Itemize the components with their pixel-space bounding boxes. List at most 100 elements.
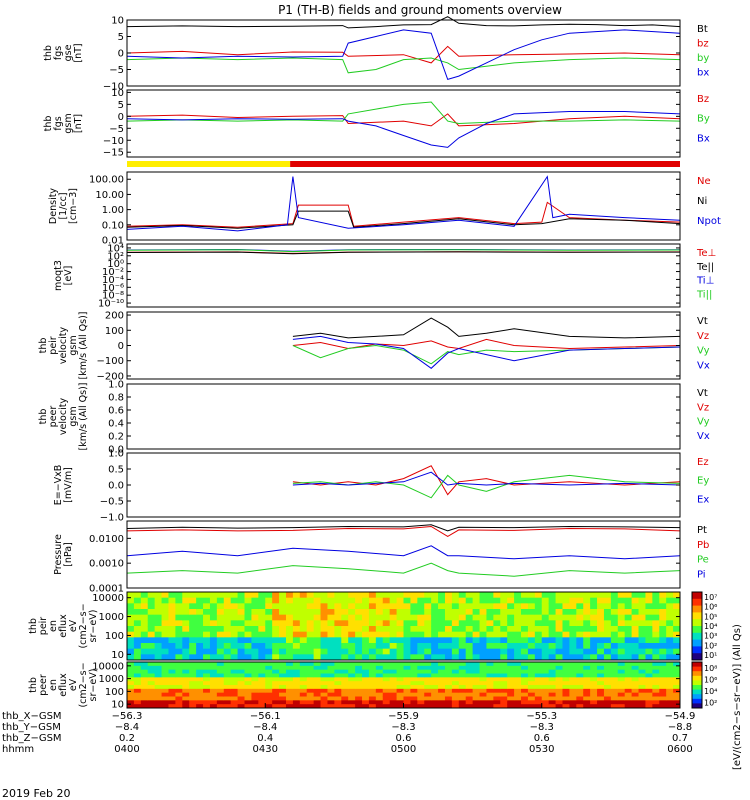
heatmap-cell: [258, 643, 266, 650]
heatmap-cell: [424, 626, 432, 633]
heatmap-cell: [417, 597, 425, 604]
heatmap-cell: [417, 696, 425, 701]
heatmap-cell: [444, 704, 453, 709]
heatmap-cell: [493, 688, 501, 694]
heatmap-cell: [444, 597, 453, 604]
heatmap-cell: [327, 662, 335, 667]
heatmap-cell: [168, 626, 176, 633]
heatmap-cell: [133, 654, 142, 661]
heatmap-cell: [168, 700, 176, 705]
heatmap-cell: [541, 673, 550, 678]
heatmap-cell: [527, 665, 536, 671]
heatmap-cell: [590, 681, 598, 686]
heatmap-cell: [590, 614, 598, 621]
heatmap-cell: [458, 597, 467, 604]
heatmap-cell: [534, 654, 543, 661]
heatmap-cell: [431, 609, 439, 616]
heatmap-cell: [161, 688, 169, 694]
heatmap-cell: [555, 700, 563, 705]
heatmap-cell: [389, 665, 398, 671]
y-tick-label: 1.0: [108, 380, 124, 391]
heatmap-cell: [127, 614, 135, 621]
heatmap-cell: [216, 597, 225, 604]
heatmap-cell: [375, 688, 384, 694]
heatmap-cell: [417, 692, 425, 697]
heatmap-cell: [569, 669, 577, 674]
heatmap-cell: [465, 620, 474, 627]
legend-label: By: [697, 114, 710, 125]
heatmap-cell: [209, 692, 218, 697]
heatmap-cell: [403, 662, 411, 667]
heatmap-cell: [334, 677, 342, 682]
heatmap-cell: [652, 643, 660, 650]
heatmap-cell: [444, 603, 453, 610]
heatmap-cell: [306, 692, 315, 697]
heatmap-cell: [223, 669, 232, 674]
heatmap-cell: [638, 609, 646, 616]
heatmap-cell: [396, 603, 404, 610]
heatmap-cell: [244, 700, 252, 705]
heatmap-cell: [472, 597, 481, 604]
heatmap-cell: [341, 620, 349, 627]
heatmap-cell: [320, 603, 328, 610]
heatmap-cell: [203, 648, 211, 655]
legend-label: Pb: [697, 540, 709, 551]
heatmap-cell: [673, 677, 681, 682]
heatmap-cell: [438, 700, 446, 705]
heatmap-cell: [444, 696, 453, 701]
heatmap-cell: [203, 654, 211, 661]
heatmap-cell: [645, 654, 653, 661]
heatmap-cell: [154, 631, 163, 638]
heatmap-cell: [382, 620, 391, 627]
heatmap-cell: [299, 696, 308, 701]
y-tick-label: −10: [103, 136, 124, 147]
heatmap-cell: [486, 662, 494, 667]
heatmap-cell: [272, 637, 280, 644]
heatmap-cell: [659, 597, 667, 604]
legend-label: Bt: [697, 24, 708, 35]
heatmap-cell: [147, 620, 156, 627]
heatmap-cell: [313, 626, 322, 633]
heatmap-cell: [486, 597, 494, 604]
heatmap-cell: [597, 677, 605, 682]
heatmap-cell: [645, 669, 653, 674]
heatmap-cell: [424, 614, 432, 621]
heatmap-cell: [382, 685, 391, 690]
heatmap-cell: [313, 654, 322, 661]
heatmap-cell: [638, 597, 646, 604]
heatmap-cell: [610, 665, 619, 671]
heatmap-cell: [534, 592, 543, 599]
heatmap-cell: [306, 662, 315, 667]
heatmap-cell: [355, 704, 363, 709]
heatmap-cell: [368, 654, 377, 661]
heatmap-cell: [479, 688, 487, 694]
heatmap-cell: [299, 614, 308, 621]
heatmap-cell: [348, 592, 356, 599]
heatmap-cell: [382, 688, 391, 694]
heatmap-cell: [431, 692, 439, 697]
heatmap-cell: [403, 603, 411, 610]
heatmap-cell: [133, 662, 142, 667]
heatmap-cell: [237, 685, 246, 690]
heatmap-cell: [265, 648, 273, 655]
heatmap-cell: [541, 677, 550, 682]
heatmap-cell: [534, 685, 543, 690]
heatmap-cell: [431, 700, 439, 705]
heatmap-cell: [279, 609, 287, 616]
heatmap-cell: [320, 620, 328, 627]
heatmap-cell: [431, 685, 439, 690]
heatmap-cell: [569, 597, 577, 604]
heatmap-cell: [521, 681, 529, 686]
colorbar-step: [692, 612, 702, 620]
heatmap-cell: [237, 609, 246, 616]
heatmap-cell: [631, 603, 640, 610]
heatmap-cell: [306, 648, 315, 655]
heatmap-cell: [631, 692, 640, 697]
heatmap-cell: [382, 681, 391, 686]
heatmap-cell: [444, 648, 453, 655]
heatmap-cell: [313, 704, 322, 709]
heatmap-cell: [610, 620, 619, 627]
heatmap-cell: [638, 692, 646, 697]
y-tick-label: −0.5: [100, 497, 124, 508]
